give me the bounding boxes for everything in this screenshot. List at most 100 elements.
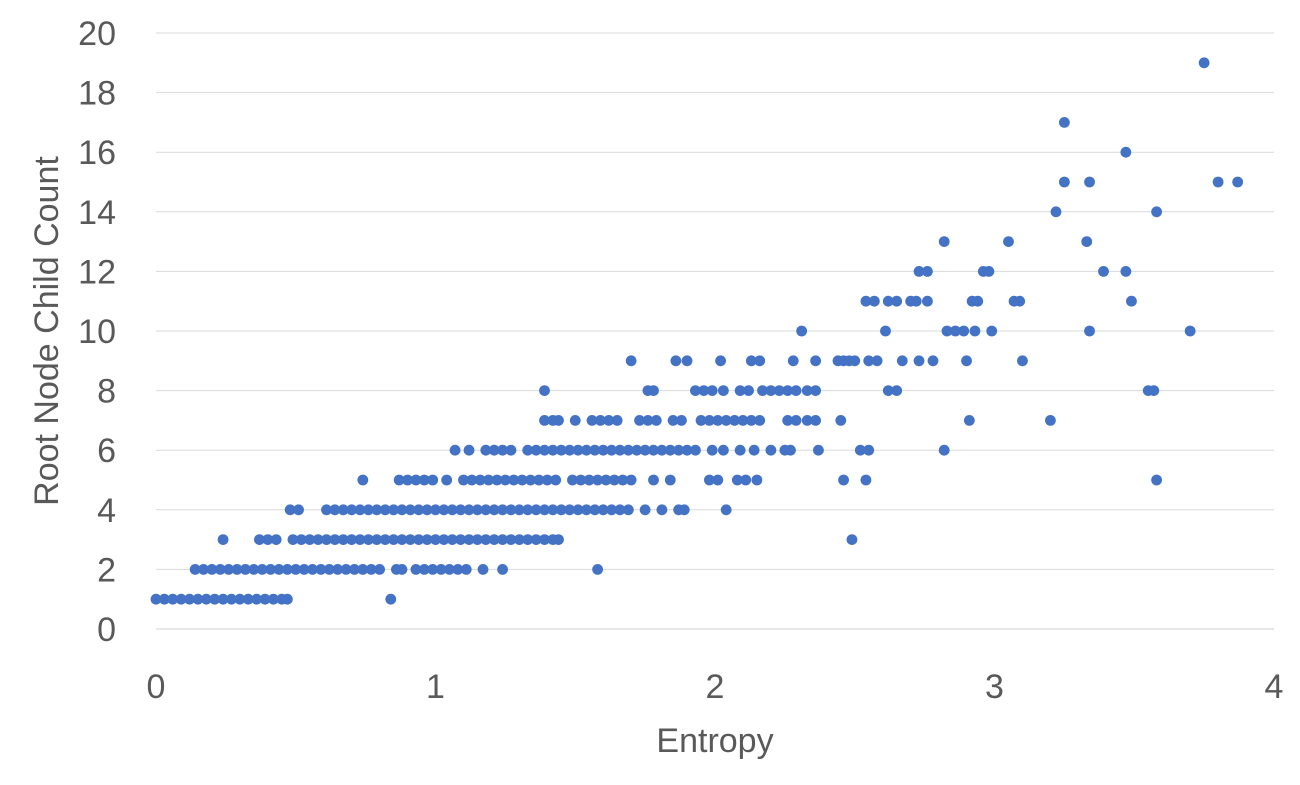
data-point [656,444,668,456]
data-point [295,534,307,545]
data-point [516,474,528,486]
y-tick-label: 8 [97,373,116,411]
data-point [430,534,441,545]
data-point [575,474,587,486]
data-point [597,504,609,516]
data-point [337,504,349,516]
data-point [346,534,358,545]
data-point [240,564,251,575]
data-point [189,564,201,575]
data-point [1084,325,1095,337]
data-point [505,444,517,456]
data-point [533,474,545,486]
data-point [530,504,542,516]
data-point [849,355,861,367]
data-point [583,474,595,486]
data-point [444,564,455,575]
data-point [785,444,796,456]
data-point [293,504,304,516]
data-point [648,474,659,486]
data-point [891,295,903,307]
data-point [427,564,439,575]
data-point [751,474,763,486]
data-point [413,534,425,545]
data-point [508,474,520,486]
data-point [214,564,226,575]
data-point [664,444,676,456]
data-point [206,564,218,575]
data-point [1198,57,1210,69]
data-point [586,415,598,426]
data-point [396,564,408,575]
data-point [1084,176,1095,188]
data-point [634,415,645,426]
data-point [801,415,813,426]
data-point [639,444,651,456]
data-point [712,415,724,426]
data-point [606,444,617,456]
data-point [690,385,701,396]
data-point [1184,325,1196,337]
data-point [184,593,195,605]
data-point [969,325,981,337]
data-point [281,593,293,605]
data-point [1148,385,1160,396]
data-point [673,444,685,456]
data-point [1081,236,1093,248]
data-point [572,444,584,456]
data-point [572,504,584,516]
data-point [922,266,933,277]
data-point [541,474,553,486]
data-point [396,534,408,545]
data-point [1058,117,1070,128]
data-point [782,415,794,426]
data-point [706,444,718,456]
data-point [446,504,458,516]
data-point [676,415,687,426]
data-point [385,593,397,605]
data-point [281,564,293,575]
data-point [667,415,679,426]
data-point [949,325,961,337]
data-point [765,444,777,456]
data-point [986,325,998,337]
data-point [463,504,475,516]
data-point [972,295,984,307]
data-point [192,593,204,605]
y-tick-label: 16 [78,134,116,172]
data-point [941,325,953,337]
data-point [513,534,525,545]
data-point [681,355,693,367]
data-point [810,355,822,367]
data-point [480,444,492,456]
data-point [639,504,651,516]
data-point [695,415,707,426]
data-point [1003,236,1014,248]
data-point [983,266,995,277]
data-point [801,385,813,396]
data-point [835,415,847,426]
data-point [1151,206,1163,218]
data-point [567,474,578,486]
data-point [410,474,422,486]
data-point [522,444,534,456]
data-point [597,444,609,456]
data-point [813,444,824,456]
data-point [748,444,760,456]
data-point [664,474,676,486]
data-point [248,564,260,575]
data-point [882,295,894,307]
data-point [497,564,508,575]
x-tick-label: 1 [426,668,445,706]
data-point [555,504,567,516]
data-point [743,385,754,396]
gridlines [156,32,1274,570]
data-point [715,355,726,367]
data-point [463,444,475,456]
data-point [745,415,757,426]
y-tick-label: 6 [97,432,116,470]
data-point [480,534,492,545]
data-point [251,593,263,605]
data-point [388,504,399,516]
data-point [656,504,668,516]
